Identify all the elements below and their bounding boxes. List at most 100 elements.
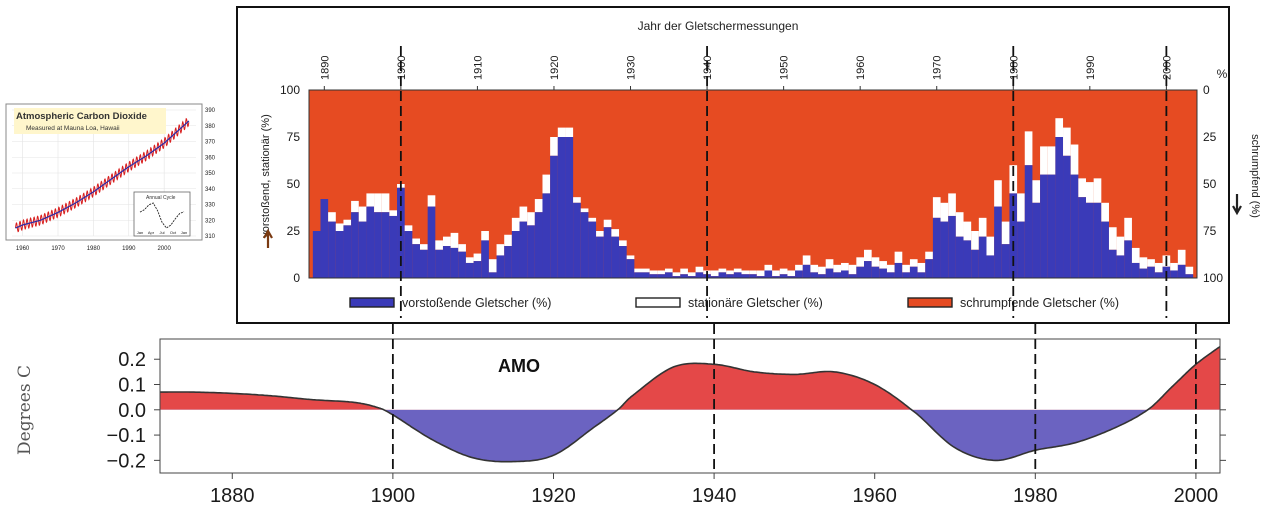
advancing-bar bbox=[611, 236, 620, 278]
advancing-bar bbox=[718, 272, 727, 278]
advancing-bar bbox=[864, 261, 872, 278]
stationary-bar bbox=[1108, 227, 1117, 250]
stationary-bar bbox=[894, 251, 903, 263]
stationary-bar bbox=[527, 212, 535, 226]
advancing-bar bbox=[825, 268, 834, 278]
glacier-chart: Jahr der Gletschermessungen 1890 1900 1910… bbox=[236, 6, 1261, 324]
advancing-bar bbox=[726, 274, 734, 278]
co2-subtitle: Measured at Mauna Loa, Hawaii bbox=[26, 125, 120, 132]
advancing-bar bbox=[1170, 270, 1178, 278]
stationary-bar bbox=[1170, 262, 1178, 271]
advancing-bar bbox=[833, 272, 842, 278]
advancing-bar bbox=[404, 231, 413, 278]
co2-title: Atmospheric Carbon Dioxide bbox=[16, 111, 147, 122]
amo-x-tick-label: 1940 bbox=[692, 485, 737, 507]
advancing-bar bbox=[841, 270, 849, 278]
stationary-bar bbox=[626, 255, 635, 260]
stationary-bar bbox=[963, 221, 972, 241]
stationary-bar bbox=[1147, 259, 1155, 267]
amo-y-tick-label: 0.1 bbox=[118, 375, 146, 397]
amo-positive-area bbox=[160, 346, 1220, 410]
stationary-bar bbox=[833, 264, 842, 273]
advancing-bar bbox=[871, 266, 880, 278]
advancing-bar bbox=[458, 251, 466, 278]
glacier-x-tick-label: 1890 bbox=[319, 56, 331, 80]
advancing-bar bbox=[955, 236, 964, 278]
glacier-x-tick-labels: 1890 1900 1910 1920 1930 1940 1950 1960 1970 1980… bbox=[319, 56, 1173, 90]
annual-cycle-x-tick-label: Oct bbox=[170, 230, 177, 235]
advancing-bar bbox=[672, 276, 681, 278]
stationary-bar bbox=[435, 240, 443, 250]
advancing-bar bbox=[1185, 274, 1194, 278]
advancing-bar bbox=[588, 221, 597, 278]
stationary-bar bbox=[1017, 193, 1025, 222]
glacier-x-tick-label: 1940 bbox=[702, 56, 714, 80]
advancing-bar bbox=[932, 217, 941, 278]
advancing-bar bbox=[963, 240, 972, 278]
annual-cycle-series bbox=[139, 202, 185, 229]
advancing-bar bbox=[909, 266, 918, 278]
stationary-bar bbox=[389, 210, 398, 216]
glacier-left-y-tick-label: 100 bbox=[280, 83, 300, 97]
legend-label: schrumpfende Gletscher (%) bbox=[960, 296, 1119, 310]
stationary-bar bbox=[542, 174, 551, 194]
stationary-bar bbox=[664, 268, 673, 273]
advancing-bar bbox=[1086, 202, 1094, 278]
stationary-bar bbox=[557, 127, 566, 137]
advancing-bar bbox=[389, 215, 398, 278]
advancing-bar bbox=[756, 276, 765, 278]
glacier-top-axis-title: Jahr der Gletschermessungen bbox=[638, 19, 799, 33]
advancing-bar bbox=[687, 276, 696, 278]
glacier-x-tick-label: 1950 bbox=[779, 56, 791, 80]
stationary-bar bbox=[642, 268, 650, 273]
advancing-bar bbox=[420, 249, 428, 278]
amo-x-tick-label: 1900 bbox=[371, 485, 416, 507]
stationary-bar bbox=[1124, 217, 1132, 241]
stationary-bar bbox=[856, 257, 864, 267]
stationary-bar bbox=[1101, 202, 1109, 222]
advancing-bar bbox=[1070, 174, 1079, 278]
stationary-bar bbox=[986, 236, 995, 256]
advancing-bar bbox=[1078, 197, 1086, 278]
annual-cycle-x-tick-label: Jul bbox=[159, 230, 164, 235]
advancing-bar bbox=[657, 274, 665, 278]
stationary-bar bbox=[488, 259, 497, 273]
stationary-bar bbox=[718, 268, 727, 273]
glacier-right-y-label: schrumpfend (%) bbox=[1249, 134, 1261, 218]
advancing-bar bbox=[1040, 174, 1048, 278]
glacier-x-tick-label: 1910 bbox=[472, 56, 484, 80]
stationary-bar bbox=[1009, 165, 1018, 194]
advancing-bar bbox=[894, 262, 903, 278]
amo-y-tick-labels: 0.2 0.1 0.0 −0.1 −0.2 bbox=[107, 349, 1226, 472]
up-arrow-icon bbox=[263, 228, 273, 248]
glacier-left-y-tick-label: 50 bbox=[287, 177, 301, 191]
advancing-bar bbox=[519, 221, 528, 278]
advancing-bar bbox=[366, 206, 375, 278]
stationary-bar bbox=[1154, 262, 1163, 273]
advancing-bar bbox=[879, 268, 887, 278]
advancing-bar bbox=[1131, 262, 1140, 278]
amo-x-tick-label: 1920 bbox=[531, 485, 576, 507]
advancing-bar bbox=[435, 249, 443, 278]
advancing-bar bbox=[1001, 244, 1010, 278]
advancing-bar bbox=[733, 272, 742, 278]
co2-x-tick-label: 1960 bbox=[16, 246, 30, 252]
stationary-bar bbox=[420, 244, 428, 250]
stationary-bar bbox=[588, 217, 597, 222]
advancing-bar bbox=[664, 272, 673, 278]
stationary-bar bbox=[772, 270, 780, 277]
stationary-bar bbox=[971, 231, 979, 250]
advancing-bar bbox=[534, 212, 543, 278]
stationary-bar bbox=[779, 268, 788, 275]
stationary-bar bbox=[1086, 182, 1094, 203]
advancing-bar bbox=[358, 221, 367, 278]
advancing-bar bbox=[649, 274, 658, 278]
advancing-bar bbox=[925, 259, 933, 278]
advancing-bar bbox=[787, 276, 796, 278]
annual-cycle-x-tick-label: Jan bbox=[137, 230, 143, 235]
stationary-bar bbox=[848, 264, 857, 275]
legend-swatch bbox=[635, 297, 681, 308]
advancing-bar bbox=[634, 272, 642, 278]
advancing-bar bbox=[695, 272, 704, 278]
advancing-bar bbox=[1147, 266, 1155, 278]
